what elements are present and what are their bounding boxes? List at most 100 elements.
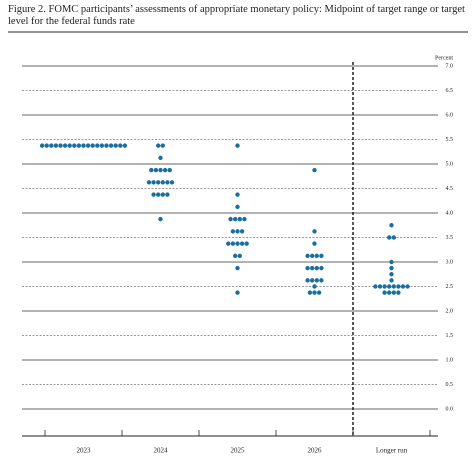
dot bbox=[62, 143, 68, 148]
y-tick-label: 1.0 bbox=[446, 357, 454, 363]
dot bbox=[81, 143, 86, 148]
dot bbox=[99, 143, 105, 148]
dot bbox=[382, 284, 387, 289]
dot bbox=[237, 253, 242, 259]
dot bbox=[312, 229, 317, 234]
dot bbox=[156, 192, 161, 197]
dot bbox=[314, 265, 319, 271]
dot bbox=[158, 155, 163, 161]
dot bbox=[235, 265, 240, 271]
dot bbox=[242, 216, 247, 222]
dot bbox=[156, 143, 161, 148]
y-tick-label: 5.5 bbox=[446, 137, 454, 143]
dot bbox=[160, 180, 165, 185]
y-tick-label: 3.5 bbox=[446, 235, 454, 241]
dot bbox=[44, 143, 49, 148]
dot bbox=[312, 290, 317, 295]
dot bbox=[305, 278, 310, 283]
y-axis-label: Percent bbox=[435, 55, 453, 61]
dot bbox=[382, 290, 387, 295]
dot bbox=[396, 284, 401, 289]
dot bbox=[314, 278, 319, 283]
dot bbox=[235, 204, 240, 210]
y-tick-label: 6.0 bbox=[446, 112, 454, 118]
dot bbox=[310, 253, 315, 259]
dot bbox=[310, 265, 315, 271]
dot bbox=[235, 290, 240, 295]
dot bbox=[146, 180, 152, 185]
x-tick-label: 2024 bbox=[154, 447, 169, 455]
dot bbox=[49, 143, 54, 148]
y-tick-label: 0.0 bbox=[446, 406, 454, 412]
dot bbox=[237, 216, 242, 222]
dot bbox=[58, 143, 63, 148]
y-tick-label: 2.5 bbox=[446, 284, 454, 290]
dot bbox=[235, 192, 240, 197]
dot bbox=[235, 143, 240, 148]
dot bbox=[307, 290, 313, 295]
dot bbox=[387, 235, 392, 240]
dot bbox=[76, 143, 82, 148]
dot bbox=[319, 253, 324, 259]
y-tick-label: 4.0 bbox=[446, 210, 454, 216]
y-tick-label: 2.0 bbox=[446, 308, 454, 314]
dot bbox=[151, 180, 156, 185]
dot bbox=[169, 180, 175, 185]
y-tick-label: 4.5 bbox=[446, 186, 454, 192]
dot bbox=[104, 143, 109, 148]
dot bbox=[387, 290, 392, 295]
y-tick-label: 1.5 bbox=[446, 333, 454, 339]
dot bbox=[373, 284, 378, 289]
dot bbox=[239, 241, 245, 246]
dot bbox=[305, 253, 310, 259]
dot bbox=[396, 290, 401, 295]
dot bbox=[156, 180, 161, 185]
dot bbox=[391, 235, 396, 240]
dot bbox=[167, 167, 172, 173]
dot bbox=[113, 143, 118, 148]
dot bbox=[53, 143, 59, 148]
dot bbox=[153, 167, 159, 173]
dot bbox=[151, 192, 156, 197]
dot bbox=[158, 216, 163, 222]
dot bbox=[239, 229, 245, 234]
dot bbox=[72, 143, 77, 148]
dot bbox=[312, 241, 317, 246]
dot bbox=[90, 143, 95, 148]
dot bbox=[319, 278, 324, 283]
dot bbox=[149, 167, 154, 173]
dot bbox=[233, 253, 238, 259]
dot bbox=[162, 167, 168, 173]
dot bbox=[391, 284, 396, 289]
dot bbox=[230, 241, 236, 246]
dot bbox=[389, 272, 394, 277]
dot bbox=[158, 167, 163, 173]
dot bbox=[316, 290, 322, 295]
chart-title: Figure 2. FOMC participants’ assessments… bbox=[8, 4, 465, 27]
dot bbox=[165, 192, 170, 197]
dot bbox=[314, 253, 319, 259]
dot bbox=[305, 265, 310, 271]
dot bbox=[230, 229, 236, 234]
dot bbox=[389, 259, 394, 265]
y-tick-label: 7.0 bbox=[446, 63, 454, 69]
dot bbox=[389, 223, 394, 228]
dot bbox=[235, 241, 240, 246]
title-box: Figure 2. FOMC participants’ assessments… bbox=[8, 4, 465, 27]
dot bbox=[233, 216, 238, 222]
y-tick-label: 6.5 bbox=[446, 88, 454, 94]
dot bbox=[228, 216, 233, 222]
dot bbox=[235, 229, 240, 234]
dot bbox=[312, 167, 317, 173]
dot bbox=[160, 143, 165, 148]
dot bbox=[122, 143, 128, 148]
dot bbox=[389, 265, 394, 271]
dot bbox=[39, 143, 45, 148]
dot bbox=[165, 180, 170, 185]
dot bbox=[118, 143, 123, 148]
x-tick-label: 2026 bbox=[308, 447, 323, 455]
y-tick-label: 5.0 bbox=[446, 161, 454, 167]
dot bbox=[319, 265, 324, 271]
dot bbox=[389, 278, 394, 283]
